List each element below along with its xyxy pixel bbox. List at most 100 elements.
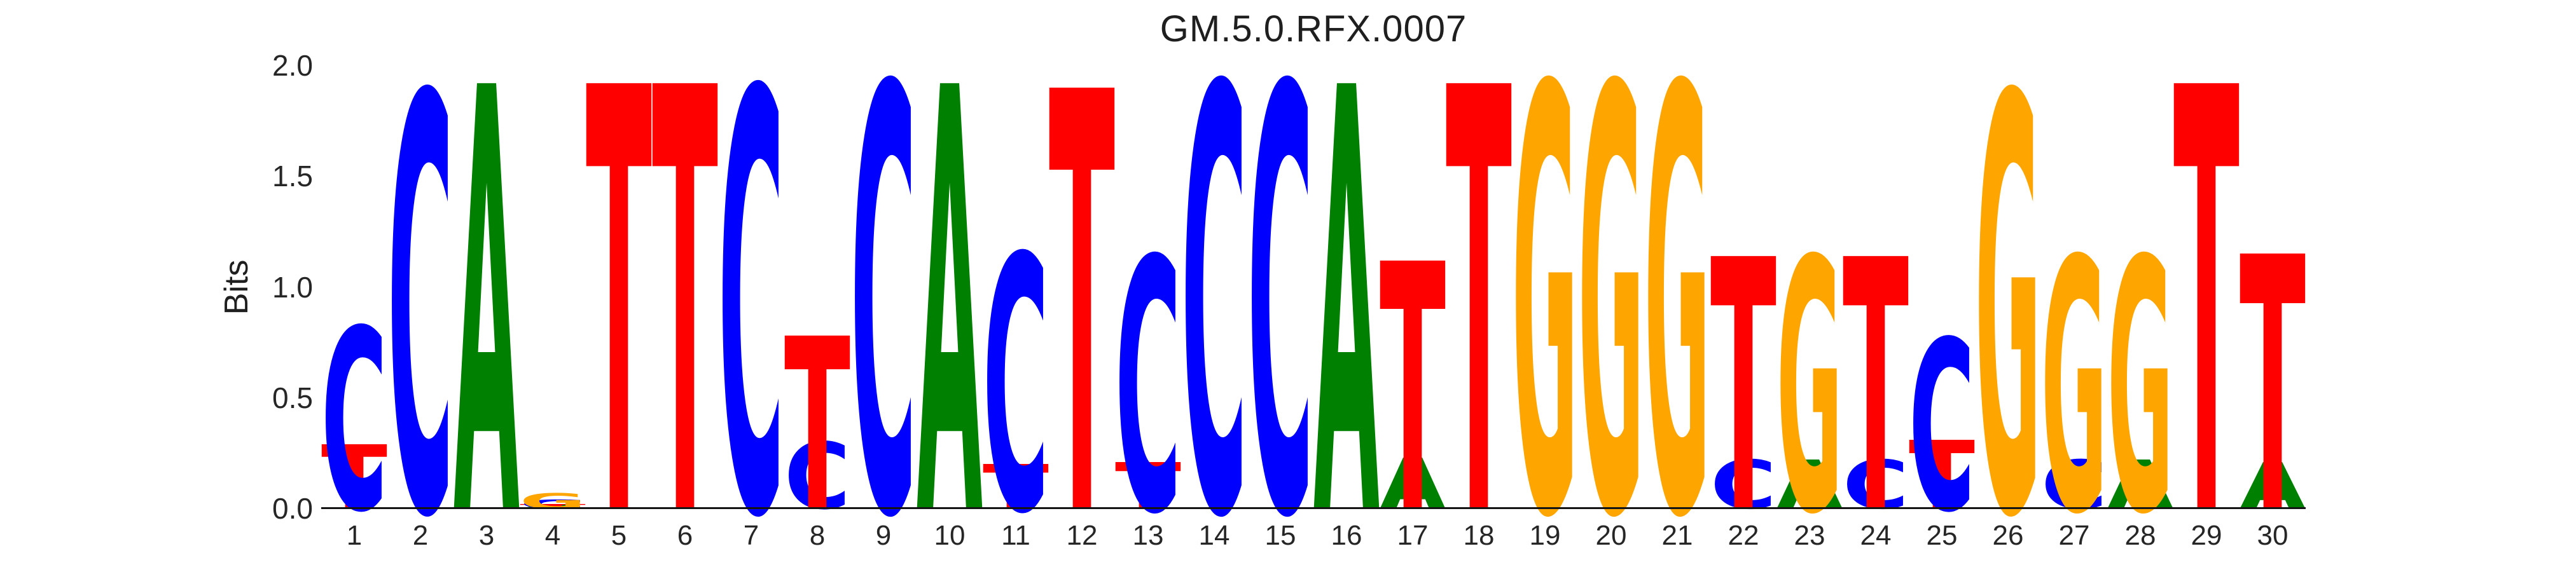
svg-text:G: G (520, 489, 586, 514)
logo-letter-C-pos24: C (1843, 447, 1909, 524)
svg-text:T: T (2173, 0, 2240, 572)
x-tick-label: 22 (1728, 520, 1759, 551)
svg-text:T: T (652, 0, 719, 572)
logo-letter-T-pos6: T (652, 0, 719, 572)
logo-letter-T-pos30: T (2240, 184, 2306, 572)
svg-text:C: C (1843, 447, 1909, 524)
logo-letter-A-pos16: A (1313, 0, 1380, 572)
svg-text:C: C (718, 0, 784, 572)
svg-text:G: G (2041, 187, 2107, 572)
logo-letter-A-pos4: A (520, 503, 586, 510)
x-tick-label: 3 (478, 520, 495, 551)
svg-text:T: T (1446, 0, 1513, 572)
y-tick-label: 1.5 (272, 160, 313, 193)
x-tick-label: 20 (1595, 520, 1627, 551)
logo-letter-G-pos27: G (2041, 187, 2107, 572)
logo-letter-G-pos26: G (1975, 0, 2041, 572)
svg-text:C: C (1909, 291, 1975, 564)
y-tick-label: 0.5 (272, 381, 313, 414)
x-tick-label: 15 (1264, 520, 1296, 551)
logo-letter-C-pos25: C (1909, 291, 1975, 564)
logo-letter-T-pos8: T (784, 289, 851, 565)
logo-letter-A-pos3: A (454, 0, 520, 572)
x-tick-label: 7 (743, 520, 759, 551)
svg-text:C: C (983, 184, 1049, 572)
x-tick-label: 12 (1066, 520, 1098, 551)
logo-letter-T-pos11: T (983, 452, 1049, 523)
logo-letter-C-pos7: C (718, 0, 784, 572)
svg-text:A: A (454, 0, 520, 572)
logo-letter-A-pos28: A (2107, 447, 2173, 524)
x-tick-label: 6 (677, 520, 693, 551)
x-tick-label: 9 (875, 520, 892, 551)
logo-letter-C-pos2: C (387, 0, 454, 572)
svg-text:C: C (2041, 447, 2107, 524)
x-tick-label: 8 (809, 520, 826, 551)
logo-letter-C-pos13: C (1115, 187, 1181, 572)
chart-title: GM.5.0.RFX.0007 (1160, 8, 1467, 50)
x-tick-label: 1 (346, 520, 363, 551)
svg-text:T: T (1909, 421, 1975, 531)
svg-text:G: G (1578, 0, 1644, 572)
x-axis-baseline (321, 507, 2306, 509)
logo-letter-A-pos30: A (2240, 449, 2306, 524)
y-tick-label: 2.0 (272, 49, 313, 82)
svg-text:C: C (1115, 187, 1181, 572)
logo-letter-T-pos1: T (321, 426, 387, 529)
logo-letter-G-pos20: G (1578, 0, 1644, 572)
svg-text:A: A (1380, 444, 1446, 525)
logo-letter-G-pos19: G (1512, 0, 1578, 572)
x-tick-label: 24 (1860, 520, 1892, 551)
logo-letter-G-pos28: G (2107, 187, 2173, 572)
logo-letter-T-pos13: T (1115, 449, 1181, 524)
logo-letter-C-pos1: C (321, 278, 387, 568)
logo-letter-C-pos27: C (2041, 447, 2107, 524)
x-tick-label: 14 (1198, 520, 1230, 551)
logo-letter-C-pos15: C (1247, 0, 1313, 572)
svg-text:C: C (387, 0, 454, 572)
svg-text:A: A (1776, 447, 1843, 524)
x-tick-label: 13 (1132, 520, 1164, 551)
svg-text:T: T (1843, 187, 1909, 572)
x-tick-label: 21 (1661, 520, 1693, 551)
svg-text:G: G (1975, 0, 2041, 572)
x-tick-label: 5 (611, 520, 627, 551)
x-tick-label: 2 (412, 520, 429, 551)
x-tick-label: 4 (544, 520, 561, 551)
x-tick-label: 26 (1992, 520, 2024, 551)
x-tick-label: 27 (2058, 520, 2090, 551)
logo-letter-T-pos25: T (1909, 421, 1975, 531)
logo-letter-C-pos9: C (850, 0, 917, 572)
logo-letter-T-pos5: T (586, 0, 653, 572)
svg-text:T: T (784, 289, 851, 565)
logo-letter-C-pos14: C (1181, 0, 1247, 572)
logo-letter-T-pos4: T (520, 503, 586, 510)
svg-text:T: T (1710, 187, 1777, 572)
svg-text:T: T (520, 503, 586, 510)
x-tick-label: 11 (1001, 520, 1030, 551)
svg-text:A: A (1313, 0, 1380, 572)
logo-letter-T-pos29: T (2173, 0, 2240, 572)
svg-text:T: T (2240, 184, 2306, 572)
svg-text:C: C (850, 0, 917, 572)
x-tick-label: 28 (2124, 520, 2156, 551)
logo-letter-G-pos21: G (1644, 0, 1710, 572)
svg-text:G: G (1644, 0, 1710, 572)
logo-letter-C-pos11: C (983, 184, 1049, 572)
svg-text:G: G (1776, 187, 1843, 572)
x-tick-label: 23 (1794, 520, 1825, 551)
logo-letter-T-pos12: T (1049, 0, 1116, 572)
svg-text:C: C (784, 425, 850, 531)
svg-text:A: A (2107, 447, 2173, 524)
x-tick-label: 25 (1926, 520, 1958, 551)
y-tick-label: 0.0 (272, 492, 313, 525)
svg-text:T: T (1115, 449, 1181, 524)
logo-letter-G-pos4: G (520, 489, 586, 514)
x-tick-label: 10 (934, 520, 966, 551)
logo-letter-C-pos8: C (784, 425, 850, 531)
x-tick-label: 18 (1463, 520, 1495, 551)
logo-letter-T-pos22: T (1710, 187, 1777, 572)
svg-text:G: G (1512, 0, 1578, 572)
y-tick-label: 1.0 (272, 270, 313, 304)
